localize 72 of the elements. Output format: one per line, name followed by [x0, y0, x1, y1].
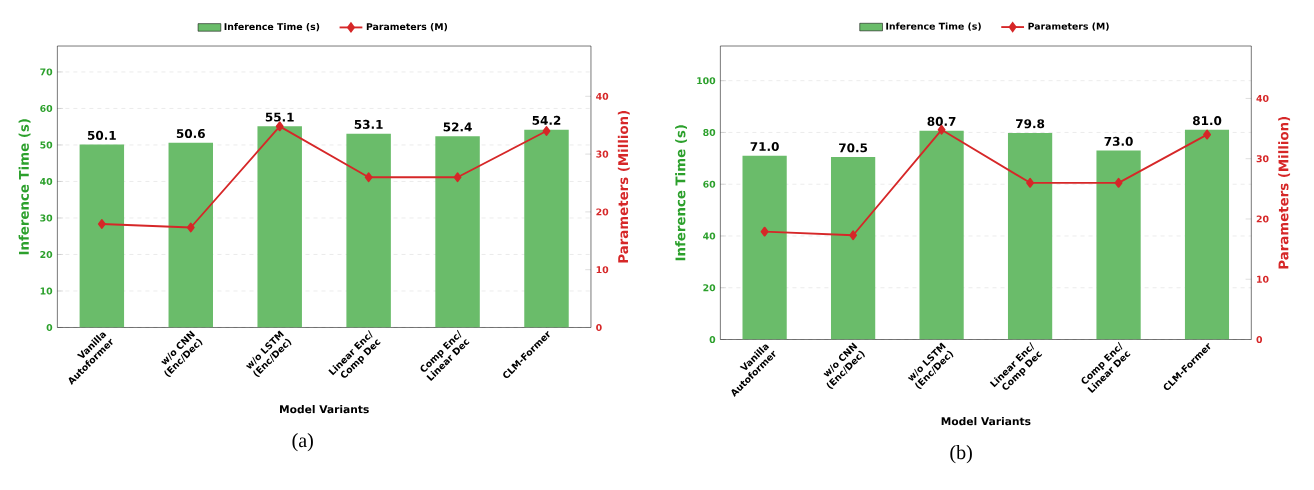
y-tick-label: 10 — [40, 287, 53, 295]
legend-label: Parameters (M) — [366, 23, 448, 32]
bar — [919, 130, 964, 340]
y-tick-label: 40 — [40, 178, 53, 186]
bar — [257, 126, 302, 328]
point — [1114, 178, 1123, 188]
legend-label: Inference Time (s) — [224, 23, 320, 32]
bar — [524, 129, 569, 328]
y2-tick-label: 40 — [596, 92, 609, 101]
y2-tick-label: 20 — [1256, 215, 1269, 223]
y2-tick-label: 20 — [596, 208, 609, 216]
y2-tick-label: 40 — [1256, 95, 1269, 103]
y-tick-label: 40 — [703, 232, 716, 240]
bar — [830, 157, 876, 340]
bar — [79, 144, 125, 328]
y2-axis-title: Parameters (Million) — [1278, 117, 1291, 269]
y-tick-label: 70 — [40, 68, 53, 76]
data-label: 71.0 — [750, 142, 779, 152]
y-tick-label: 80 — [703, 129, 716, 137]
point — [542, 126, 551, 137]
bar — [168, 142, 213, 328]
y-tick-label: 0 — [46, 324, 53, 332]
point — [1203, 129, 1211, 140]
point — [97, 219, 106, 230]
bar — [742, 155, 787, 340]
y2-tick-label: 30 — [596, 150, 609, 158]
y2-tick-label: 10 — [596, 266, 609, 274]
y2-tick-label: 0 — [596, 324, 602, 332]
data-label: 81.0 — [1192, 116, 1222, 126]
bar — [346, 133, 391, 328]
y-tick-label: 100 — [697, 77, 716, 85]
data-label: 50.1 — [87, 131, 116, 141]
y-tick-label: 20 — [40, 251, 53, 259]
data-label: 70.5 — [839, 143, 868, 153]
y-tick-label: 0 — [709, 336, 716, 344]
bar — [1007, 133, 1053, 340]
y2-axis-title: Parameters (Million) — [617, 111, 630, 263]
data-label: 80.7 — [927, 117, 956, 127]
y-tick-label: 50 — [40, 141, 53, 149]
legend-label: Inference Time (s) — [886, 22, 981, 32]
point — [453, 172, 462, 183]
data-label: 53.1 — [354, 120, 383, 130]
x-axis-title: Model Variants — [941, 417, 1031, 426]
x-axis-title: Model Variants — [280, 405, 369, 414]
text: (b) — [950, 445, 972, 464]
point — [1026, 178, 1035, 188]
bar — [1096, 150, 1141, 340]
y2-tick-label: 10 — [1257, 275, 1269, 283]
point — [760, 226, 769, 237]
point — [275, 121, 284, 132]
bar — [435, 136, 480, 328]
point — [937, 125, 946, 135]
point — [849, 230, 858, 241]
data-label: 73.0 — [1104, 136, 1133, 147]
data-label: 55.1 — [265, 112, 294, 122]
data-label: 54.2 — [532, 116, 561, 126]
point — [186, 222, 195, 233]
y-axis-title: Inference Time (s) — [18, 119, 31, 255]
y-tick-label: 30 — [40, 214, 53, 222]
y-tick-label: 60 — [40, 105, 53, 113]
y-tick-label: 60 — [703, 180, 716, 188]
y-tick-label: 20 — [703, 284, 716, 292]
y2-tick-label: 30 — [1256, 155, 1269, 163]
y-axis-title: Inference Time (s) — [675, 125, 688, 261]
point — [364, 172, 373, 183]
data-label: 52.4 — [443, 122, 472, 132]
legend-label: Parameters (M) — [1028, 22, 1109, 32]
y2-tick-label: 0 — [1256, 336, 1263, 344]
bar — [1184, 130, 1230, 340]
data-label: 79.8 — [1016, 119, 1045, 129]
text: (a) — [292, 433, 313, 452]
data-label: 50.6 — [176, 129, 205, 139]
